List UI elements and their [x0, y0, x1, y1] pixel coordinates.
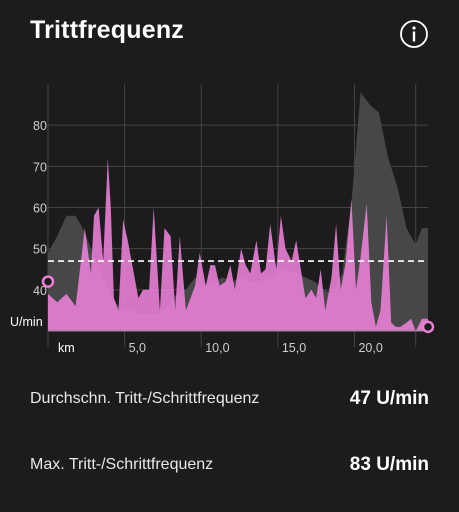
y-tick-label: 70	[33, 160, 47, 174]
y-tick-label: 50	[33, 243, 47, 257]
page-title: Trittfrequenz	[30, 16, 184, 44]
x-tick-label: 15,0	[282, 341, 306, 355]
max-cadence-label: Max. Tritt-/Schrittfrequenz	[30, 456, 214, 473]
x-tick-label: 20,0	[358, 341, 382, 355]
average-cadence-label: Durchschn. Tritt-/Schrittfrequenz	[30, 390, 260, 407]
end-marker	[421, 320, 435, 334]
stat-row-max: Max. Tritt-/Schrittfrequenz 83 U/min	[30, 454, 429, 476]
info-icon[interactable]	[399, 19, 429, 49]
y-axis-label: U/min	[10, 315, 43, 329]
max-cadence-value: 83 U/min	[349, 454, 429, 475]
cadence-chart: 40 50 60 70 80 5,0 10,0 15,0 20,0 U/min km	[10, 84, 435, 355]
cadence-area	[48, 158, 428, 331]
x-tick-label: 5,0	[129, 341, 146, 355]
y-tick-label: 80	[33, 119, 47, 133]
y-tick-label: 40	[33, 284, 47, 298]
start-marker	[41, 275, 55, 288]
stat-row-average: Durchschn. Tritt-/Schrittfrequenz 47 U/m…	[30, 388, 429, 410]
y-tick-label: 60	[33, 202, 47, 216]
average-cadence-value: 47 U/min	[349, 388, 429, 409]
x-tick-label: 10,0	[205, 341, 229, 355]
x-axis-label: km	[58, 341, 75, 355]
